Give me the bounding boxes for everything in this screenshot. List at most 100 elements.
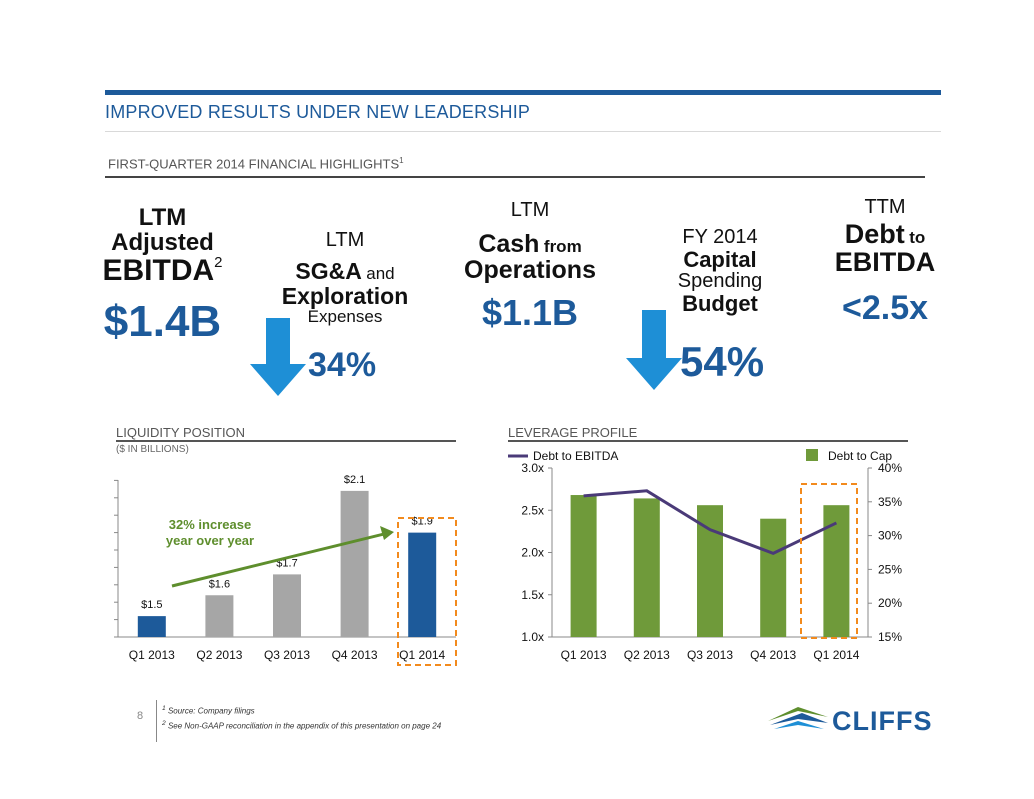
leverage-right-tick-label: 30% [878, 529, 902, 543]
page-subtitle: FIRST-QUARTER 2014 FINANCIAL HIGHLIGHTS1 [108, 156, 404, 171]
cash-label-2b: from [543, 237, 582, 256]
leverage-heading-rule [508, 440, 908, 442]
liquidity-trend-arrowhead-icon [380, 526, 394, 540]
liquidity-bar [205, 595, 234, 637]
leverage-left-tick-label: 2.5x [521, 503, 544, 517]
cash-label-2a: Cash [478, 230, 540, 258]
cliffs-logo-text: CLIFFS [832, 706, 933, 736]
ebitda-footnote-ref: 2 [214, 254, 223, 272]
sga-label-2a: SG&A [295, 258, 362, 284]
liquidity-category-label: Q1 2013 [129, 648, 175, 662]
footnote-2-ref: 2 [162, 720, 166, 727]
legend-bar-label: Debt to Cap [828, 449, 892, 463]
sga-value: 34% [308, 346, 377, 384]
footnote-1-text: Source: Company filings [167, 706, 255, 716]
leverage-left-tick-label: 1.0x [521, 630, 544, 644]
liquidity-category-label: Q3 2013 [264, 648, 310, 662]
leverage-left-tick-label: 3.0x [521, 461, 544, 475]
liquidity-category-label: Q4 2013 [332, 648, 378, 662]
sga-label-2b: and [366, 264, 395, 283]
page-number: 8 [137, 710, 144, 722]
liquidity-category-label: Q2 2013 [196, 648, 242, 662]
debt-label-2b: to [909, 228, 926, 247]
liquidity-bar [340, 490, 369, 637]
ebitda-label-1: LTM [138, 204, 187, 231]
debt-value: <2.5x [841, 288, 929, 327]
leverage-right-tick-label: 15% [878, 630, 902, 644]
leverage-bar [633, 498, 660, 637]
leverage-bar [570, 495, 597, 637]
leverage-category-label: Q1 2014 [813, 648, 859, 662]
liquidity-heading: LIQUIDITY POSITION [116, 425, 246, 440]
liquidity-bar-label: $1.6 [209, 578, 230, 590]
top-accent-bar [105, 90, 941, 95]
highlight-sga: LTM SG&A and Exploration Expenses [270, 230, 420, 326]
legend-bar-swatch [806, 449, 818, 461]
footnote-1: 1 Source: Company filings [162, 705, 255, 716]
title-divider [105, 131, 941, 132]
liquidity-bar-label: $2.1 [344, 474, 365, 486]
leverage-left-tick-label: 1.5x [521, 588, 544, 602]
cash-value: $1.1B [481, 291, 579, 333]
capex-label-3: Spending [677, 270, 763, 293]
leverage-right-tick-label: 40% [878, 461, 902, 475]
capex-value: 54% [680, 338, 765, 385]
subtitle-footnote-ref: 1 [399, 156, 404, 165]
sga-down-arrow-icon [250, 318, 306, 396]
leverage-highlight-box [800, 483, 858, 639]
highlight-capex: FY 2014 Capital Spending Budget [655, 226, 785, 316]
ebitda-value: $1.4B [103, 296, 222, 346]
liquidity-bar-label: $1.9 [411, 516, 432, 528]
page-title: IMPROVED RESULTS UNDER NEW LEADERSHIP [105, 102, 531, 122]
leverage-category-label: Q1 2013 [561, 648, 607, 662]
ebitda-label-2: Adjusted [111, 229, 214, 257]
liquidity-annotation-line-2: year over year [165, 532, 255, 548]
liquidity-bar [137, 616, 166, 637]
leverage-series-line [583, 489, 838, 555]
leverage-right-tick-label: 35% [878, 495, 902, 509]
liquidity-annotation: 32% increase year over year [150, 517, 270, 548]
ebitda-label-3: EBITDA [102, 254, 215, 288]
leverage-right-tick-label: 25% [878, 562, 902, 576]
liquidity-heading-rule [116, 440, 456, 442]
liquidity-units: ($ IN BILLIONS) [116, 444, 189, 455]
sga-label-1: LTM [325, 229, 365, 251]
liquidity-highlight-box [397, 517, 457, 666]
footnote-2: 2 See Non-GAAP reconciliation in the app… [162, 720, 441, 731]
liquidity-bar-label: $1.7 [276, 557, 297, 569]
leverage-right-tick-label: 20% [878, 596, 902, 610]
leverage-bar [697, 505, 723, 637]
leverage-category-label: Q4 2013 [750, 648, 796, 662]
liquidity-annotation-line-1: 32% increase [168, 517, 252, 532]
cliffs-logo-icon [768, 707, 828, 729]
highlight-ebitda: LTM Adjusted EBITDA2 $1.4B [90, 205, 235, 345]
capex-down-arrow-icon [626, 310, 682, 390]
highlight-cash: LTM Cash from Operations $1.1B [455, 200, 605, 331]
cash-label-1: LTM [510, 199, 550, 221]
sga-label-3: Exploration [281, 282, 409, 309]
cash-label-3: Operations [464, 256, 596, 285]
footnote-1-ref: 1 [162, 705, 166, 712]
leverage-bar [823, 505, 850, 637]
liquidity-bar [273, 574, 301, 637]
highlight-debt: TTM Debt to EBITDA <2.5x [815, 197, 955, 326]
liquidity-category-label: Q1 2014 [399, 648, 445, 662]
liquidity-bar [408, 532, 437, 637]
footer-divider [156, 700, 157, 742]
leverage-category-label: Q3 2013 [687, 648, 733, 662]
debt-label-2a: Debt [844, 219, 905, 249]
leverage-left-tick-label: 2.0x [521, 546, 544, 560]
debt-label-3: EBITDA [834, 247, 936, 278]
subtitle-divider [105, 176, 925, 178]
leverage-bar [760, 518, 787, 637]
sga-label-4: Expenses [307, 306, 383, 326]
leverage-category-label: Q2 2013 [624, 648, 670, 662]
capex-label-1: FY 2014 [682, 226, 758, 248]
liquidity-bar-label: $1.5 [141, 599, 162, 611]
subtitle-text: FIRST-QUARTER 2014 FINANCIAL HIGHLIGHTS [108, 156, 400, 172]
capex-label-2: Capital [683, 247, 757, 272]
leverage-heading: LEVERAGE PROFILE [508, 425, 638, 440]
footnote-2-text: See Non-GAAP reconciliation in the appen… [167, 721, 442, 731]
legend-line-label: Debt to EBITDA [533, 449, 618, 463]
debt-label-1: TTM [864, 196, 906, 218]
